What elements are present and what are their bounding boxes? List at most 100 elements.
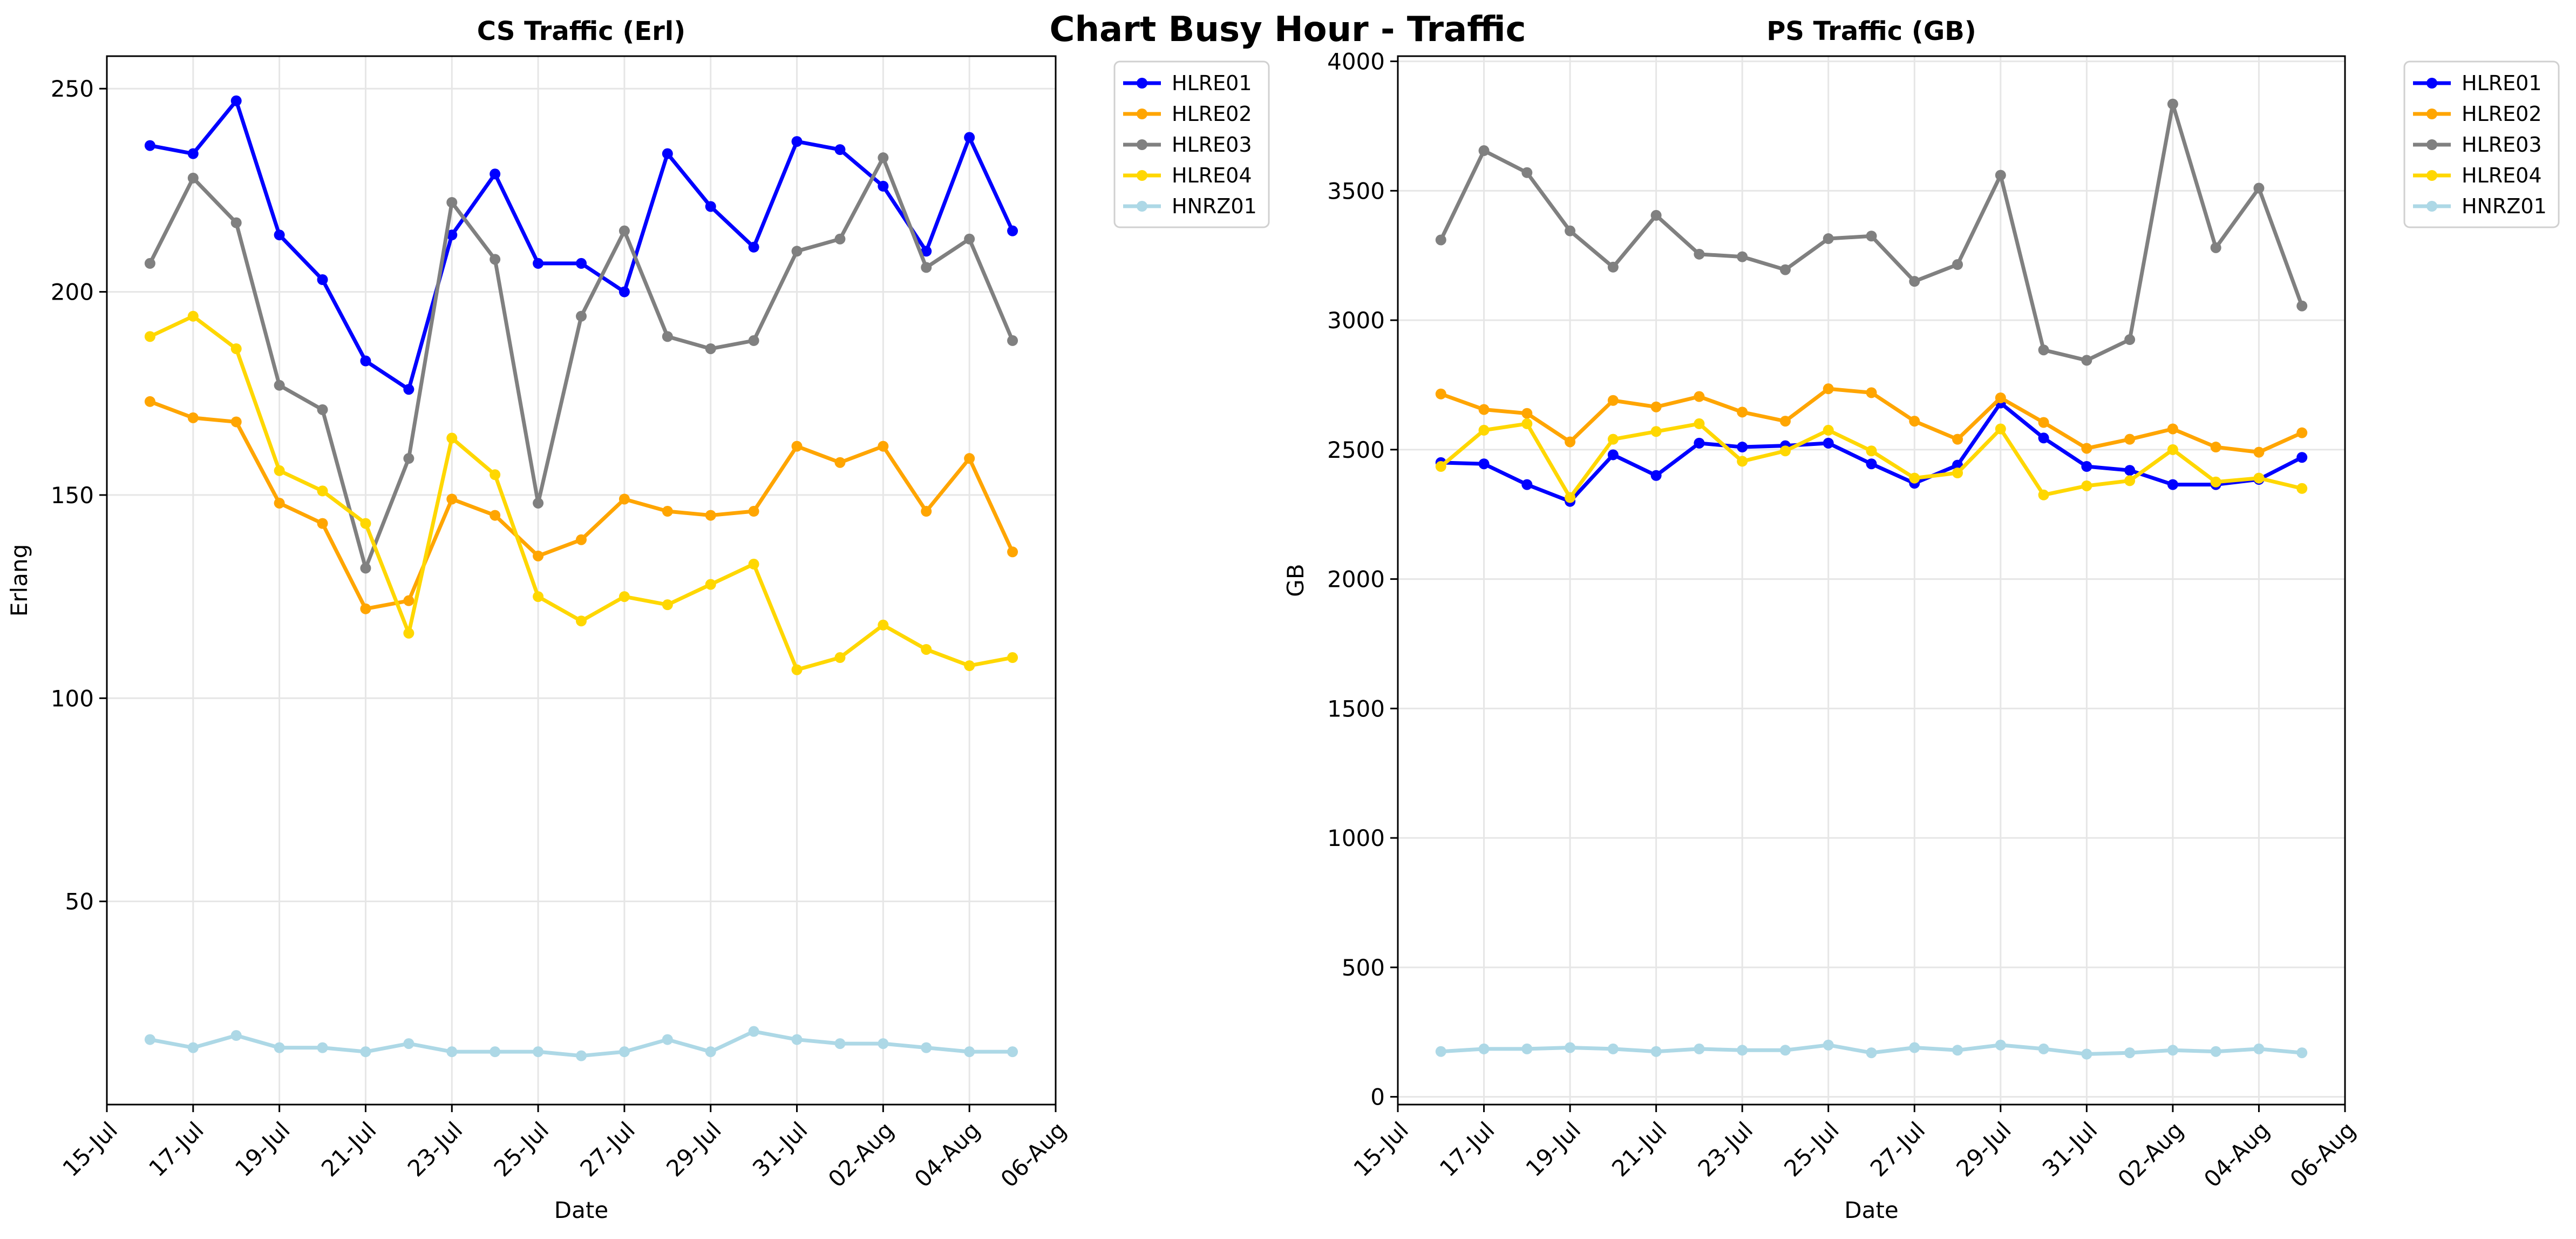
data-point-hnrz01 xyxy=(1478,1043,1490,1054)
data-point-hnrz01 xyxy=(1007,1046,1018,1058)
data-point-hlre04 xyxy=(144,331,155,342)
legend-swatch-marker xyxy=(1137,170,1147,181)
legend-swatch-marker xyxy=(1137,109,1147,119)
data-point-hlre04 xyxy=(1650,426,1662,437)
data-point-hlre01 xyxy=(274,229,285,241)
data-point-hlre03 xyxy=(1435,234,1446,246)
data-point-hnrz01 xyxy=(662,1034,673,1045)
legend-swatch-marker xyxy=(1137,201,1147,212)
panel-title: PS Traffic (GB) xyxy=(1766,16,1976,46)
data-point-hlre02 xyxy=(748,506,759,517)
data-point-hlre04 xyxy=(1435,461,1446,472)
data-point-hlre04 xyxy=(446,432,458,444)
legend-label: HLRE02 xyxy=(2462,102,2542,126)
data-point-hlre01 xyxy=(878,180,889,192)
data-point-hlre04 xyxy=(274,465,285,476)
data-point-hlre03 xyxy=(446,197,458,208)
data-point-hlre04 xyxy=(360,518,371,529)
data-point-hnrz01 xyxy=(2253,1043,2265,1054)
data-point-hlre01 xyxy=(230,95,242,106)
legend-swatch-marker xyxy=(2427,78,2437,89)
data-point-hnrz01 xyxy=(2296,1047,2308,1059)
data-point-hlre01 xyxy=(2167,479,2178,490)
data-point-hlre01 xyxy=(964,132,975,143)
data-point-hlre02 xyxy=(2038,417,2049,428)
data-point-hlre04 xyxy=(1866,445,1877,457)
data-point-hlre03 xyxy=(1995,170,2006,181)
data-point-hlre03 xyxy=(1694,248,1705,260)
data-point-hnrz01 xyxy=(317,1042,328,1053)
data-point-hlre02 xyxy=(921,506,932,517)
data-point-hnrz01 xyxy=(2167,1045,2178,1056)
data-point-hlre03 xyxy=(144,258,155,269)
data-point-hnrz01 xyxy=(2038,1043,2049,1054)
data-point-hlre02 xyxy=(662,506,673,517)
data-point-hnrz01 xyxy=(1435,1046,1446,1057)
data-point-hlre04 xyxy=(1478,424,1490,436)
data-point-hlre03 xyxy=(1521,167,1533,178)
data-point-hnrz01 xyxy=(230,1030,242,1041)
data-point-hnrz01 xyxy=(921,1042,932,1053)
data-point-hlre03 xyxy=(1607,261,1619,273)
data-point-hlre03 xyxy=(1650,209,1662,221)
legend-swatch-marker xyxy=(2427,170,2437,181)
data-point-hnrz01 xyxy=(490,1046,501,1058)
data-point-hlre03 xyxy=(1565,225,1576,236)
legend-label: HLRE01 xyxy=(1172,71,1252,95)
data-point-hlre02 xyxy=(1007,546,1018,558)
data-point-hlre03 xyxy=(2253,182,2265,194)
data-point-hnrz01 xyxy=(1650,1046,1662,1057)
data-point-hlre02 xyxy=(1650,401,1662,412)
data-point-hlre03 xyxy=(1007,335,1018,346)
data-point-hlre04 xyxy=(2081,480,2092,491)
data-point-hlre01 xyxy=(403,384,414,395)
plot-frame xyxy=(1397,55,2346,1106)
y-tick-label: 150 xyxy=(51,482,94,509)
data-point-hlre03 xyxy=(705,343,716,354)
legend: HLRE01 HLRE02 HLRE03 HLRE04 HNRZ01 xyxy=(2403,60,2560,228)
data-point-hnrz01 xyxy=(964,1046,975,1058)
data-point-hlre01 xyxy=(834,144,846,155)
data-point-hnrz01 xyxy=(533,1046,544,1058)
legend-label: HLRE01 xyxy=(2462,71,2542,95)
data-point-hlre04 xyxy=(2296,483,2308,494)
data-point-hlre02 xyxy=(1909,416,1920,427)
data-point-hlre04 xyxy=(187,310,199,322)
data-point-hnrz01 xyxy=(360,1046,371,1058)
data-point-hlre03 xyxy=(748,335,759,346)
data-point-hlre04 xyxy=(1823,424,1834,436)
data-point-hlre01 xyxy=(1521,479,1533,490)
data-point-hlre01 xyxy=(533,258,544,269)
data-point-hnrz01 xyxy=(1823,1039,1834,1051)
data-point-hlre04 xyxy=(490,469,501,480)
data-point-hnrz01 xyxy=(1694,1043,1705,1054)
y-tick-label: 2500 xyxy=(1327,437,1385,463)
data-point-hlre03 xyxy=(791,246,803,257)
data-point-hlre04 xyxy=(1909,472,1920,484)
data-point-hlre01 xyxy=(2081,461,2092,472)
data-point-hlre04 xyxy=(878,619,889,631)
data-point-hlre02 xyxy=(317,518,328,529)
y-tick-label: 4000 xyxy=(1327,49,1385,75)
data-point-hlre03 xyxy=(533,497,544,509)
y-tick-label: 3000 xyxy=(1327,307,1385,334)
data-point-hlre04 xyxy=(317,485,328,497)
legend-swatch-marker xyxy=(1137,139,1147,150)
legend-label: HNRZ01 xyxy=(1172,194,1257,218)
data-point-hlre01 xyxy=(705,201,716,212)
data-point-hlre01 xyxy=(1866,458,1877,470)
data-point-hlre01 xyxy=(446,229,458,241)
data-point-hlre03 xyxy=(2296,300,2308,312)
data-point-hnrz01 xyxy=(1737,1045,1748,1056)
data-point-hlre02 xyxy=(705,510,716,521)
data-point-hlre01 xyxy=(1607,449,1619,461)
data-point-hlre01 xyxy=(1650,470,1662,481)
data-point-hlre01 xyxy=(2124,465,2136,476)
data-point-hlre04 xyxy=(533,591,544,602)
data-point-hlre02 xyxy=(2081,443,2092,454)
y-axis-label: Erlang xyxy=(6,544,32,617)
data-point-hlre03 xyxy=(921,262,932,273)
data-point-hlre04 xyxy=(2253,472,2265,484)
figure-title: Chart Busy Hour - Traffic xyxy=(1049,10,1526,50)
